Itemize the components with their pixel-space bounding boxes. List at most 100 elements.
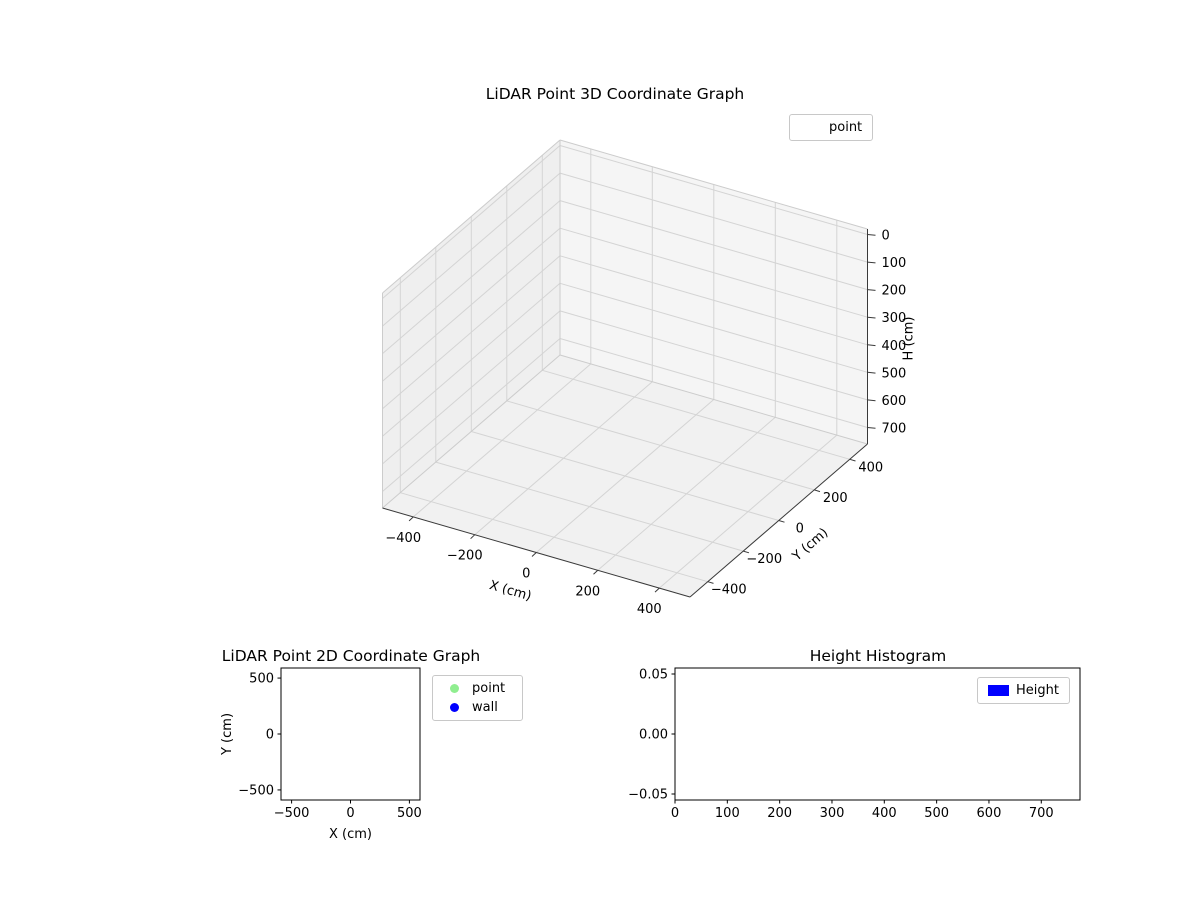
tick-label: 500 [882, 366, 907, 381]
tick-label: 0 [346, 806, 354, 821]
tick-label: 100 [715, 806, 740, 821]
histogram-title: Height Histogram [810, 647, 947, 665]
legend-item: point [792, 118, 870, 137]
tick [849, 458, 856, 462]
tick [867, 344, 876, 347]
plot2d-legend: point wall [432, 675, 523, 721]
tick [867, 427, 876, 429]
wall-marker-icon [449, 703, 459, 712]
tick-label: −400 [711, 583, 747, 598]
tick [778, 520, 785, 523]
y-axis-line [689, 443, 868, 598]
gridline [382, 200, 561, 354]
gridline [435, 461, 744, 552]
tick [867, 289, 876, 291]
tick-label: 500 [397, 806, 422, 821]
tick [814, 489, 821, 493]
tick-label: 500 [249, 672, 274, 687]
tick [867, 316, 876, 319]
gridline [542, 369, 850, 460]
gridline [559, 338, 868, 428]
legend-label: point [472, 681, 506, 696]
tick-label: 400 [872, 806, 897, 821]
plot2d-axes: −500 0 500 −500 0 500 X (cm) Y (cm) [220, 667, 422, 842]
tick-label: −400 [385, 531, 421, 546]
tick-label: 0.00 [639, 728, 668, 743]
tick-label: 200 [575, 584, 600, 599]
gridline [382, 338, 561, 492]
plot3d-legend: point [789, 114, 874, 141]
legend-label: Height [1016, 683, 1059, 698]
tick-label: 0 [882, 229, 890, 244]
gridline [382, 255, 561, 410]
x-axis-label: X (cm) [488, 578, 533, 604]
x-axis-label: X (cm) [329, 827, 372, 842]
tick-label: −0.05 [628, 788, 668, 803]
gridline [559, 172, 868, 263]
tick-label: −200 [447, 549, 483, 564]
tick [408, 516, 414, 522]
box-edge [382, 354, 561, 509]
box-edge [559, 139, 868, 230]
tick-label: 400 [858, 460, 883, 475]
tick-label: 300 [820, 806, 845, 821]
histogram-axes: 0 100 200 300 400 500 600 700 −0.05 0.00 0.05 [628, 667, 1081, 821]
gridline [471, 431, 779, 521]
tick-label: 0 [671, 806, 679, 821]
tick [743, 550, 750, 554]
box-edge [559, 354, 868, 445]
tick [867, 371, 876, 374]
point-marker-icon [449, 684, 459, 693]
gridline [382, 145, 561, 299]
gridline [382, 310, 561, 465]
tick [867, 234, 876, 236]
gridline [382, 227, 561, 382]
axes-frame [280, 667, 421, 801]
tick-label: 500 [924, 806, 949, 821]
gridline [559, 255, 868, 346]
legend-item: point [435, 679, 520, 698]
tick-label: 600 [882, 394, 907, 409]
tick-label: 300 [882, 311, 907, 326]
point-marker-wrap [443, 684, 465, 693]
tick [593, 569, 599, 575]
tick-label: 400 [882, 339, 907, 354]
plot3d-axes: −400 −200 0 200 400 −400 −200 0 200 400 0 100 200 300… [382, 139, 917, 617]
tick-label: 400 [637, 602, 662, 617]
tick-label: 0.05 [639, 668, 668, 683]
legend-item: wall [435, 698, 520, 717]
tick [654, 587, 660, 593]
tick-label: 100 [882, 256, 907, 271]
tick [867, 261, 876, 264]
plot3d-title: LiDAR Point 3D Coordinate Graph [486, 85, 744, 103]
y-axis-label: Y (cm) [220, 713, 235, 756]
tick-label: 700 [882, 421, 907, 436]
gridline [559, 227, 868, 318]
gridline [506, 400, 815, 491]
gridline [559, 145, 868, 235]
tick-label: 200 [767, 806, 792, 821]
tick-label: 200 [823, 491, 848, 506]
legend-label: wall [472, 700, 498, 715]
point-marker-blank-icon [800, 123, 822, 133]
tick-label: 200 [882, 284, 907, 299]
tick-label: 600 [977, 806, 1002, 821]
legend-label: point [829, 120, 863, 135]
z-axis-label: H (cm) [902, 317, 917, 361]
gridline [559, 310, 868, 401]
gridline [382, 282, 561, 437]
histogram-legend: Height [977, 677, 1070, 704]
tick [867, 399, 876, 402]
gridline [400, 492, 708, 583]
height-marker-icon [988, 685, 1009, 696]
gridline [382, 172, 561, 327]
legend-item: Height [980, 681, 1067, 700]
tick-label: −200 [746, 552, 782, 567]
tick [707, 581, 714, 584]
gridline [559, 282, 868, 373]
tick-label: 700 [1029, 806, 1054, 821]
plot2d-title: LiDAR Point 2D Coordinate Graph [222, 647, 480, 665]
tick-label: −500 [274, 806, 310, 821]
wall-marker-wrap [443, 703, 465, 712]
